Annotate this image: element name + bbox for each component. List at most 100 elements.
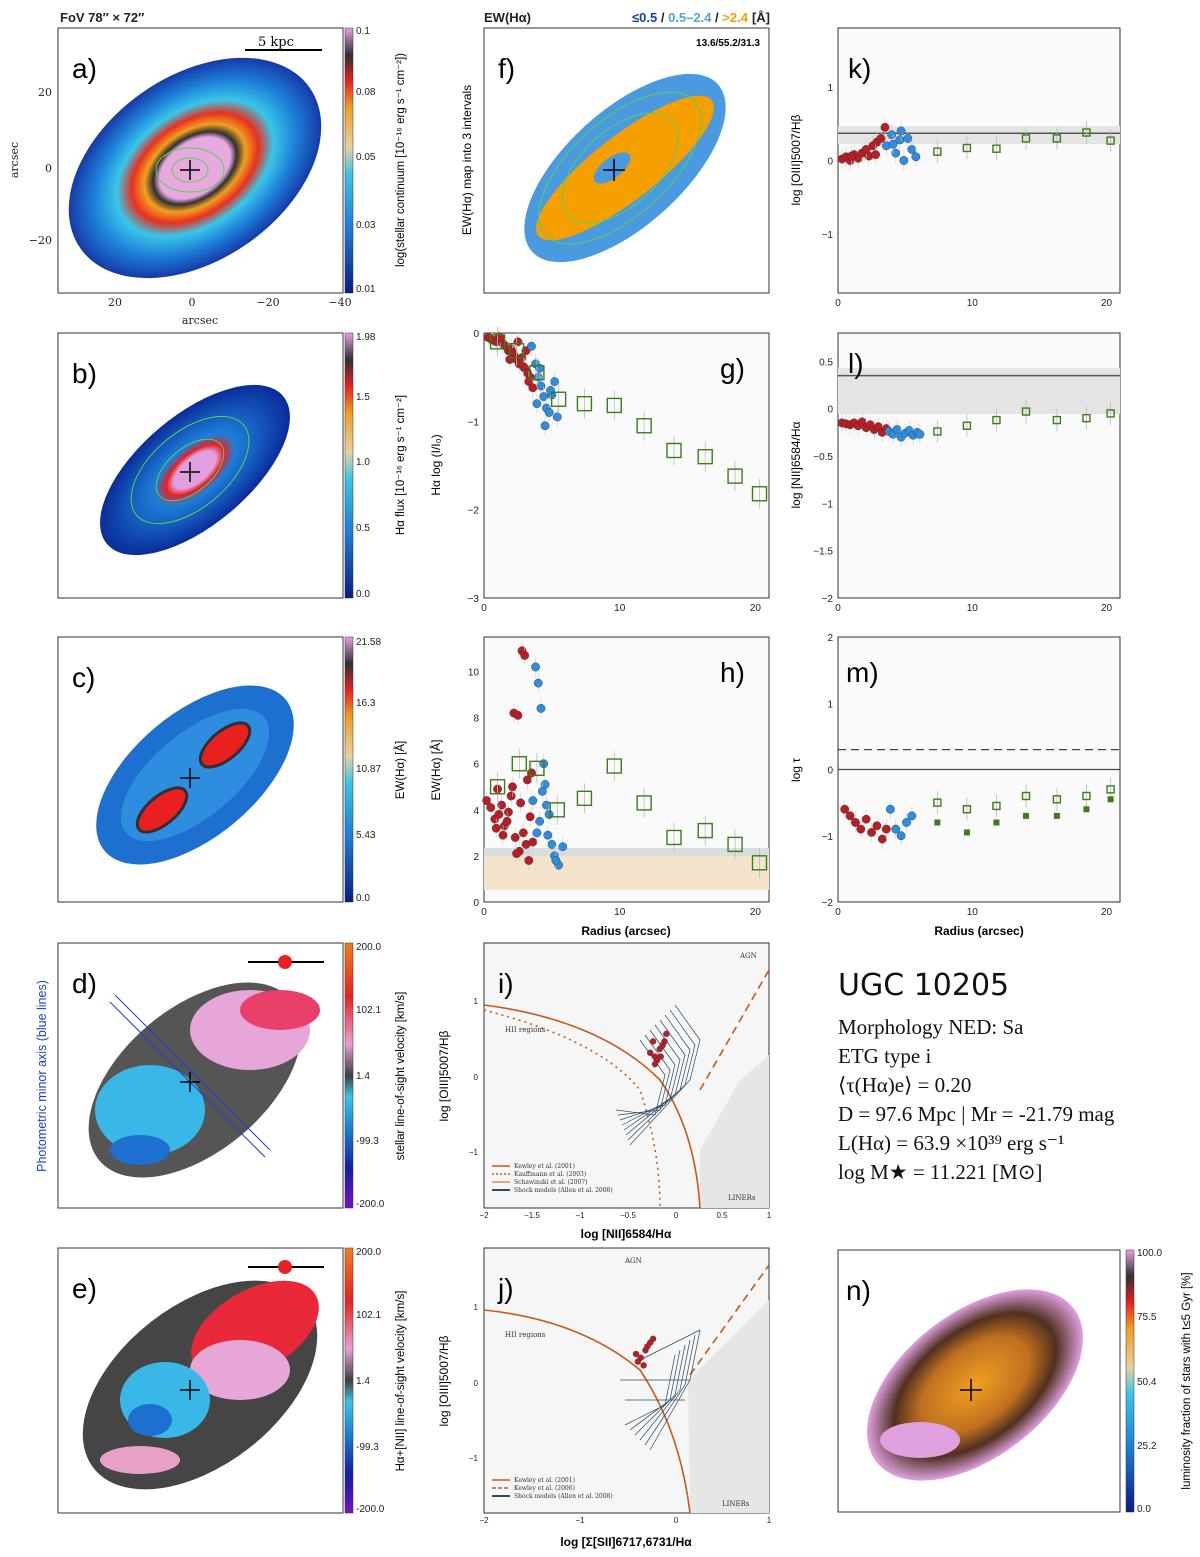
x-tick: 0 [835,907,841,918]
spaxel-point [867,828,876,837]
panel-letter-j: j) [497,1273,514,1304]
y-axis-label: EW(Hα) map into 3 intervals [460,85,474,235]
colorbar [344,1247,354,1514]
cbar-tick: 0.5 [356,523,370,534]
spaxel-point [546,386,555,395]
halpha-luminosity: L(Hα) = 63.9 ×10³⁹ erg s⁻¹ [838,1131,1065,1155]
annular-square [1082,791,1091,801]
panel-letter-m: m) [846,657,879,688]
x-axis-label: Radius (arcsec) [581,924,670,938]
isophote [155,147,225,193]
annular-filled-square [1107,796,1114,803]
y-tick: 20 [38,86,52,99]
legend-entry: Kauffmann et al. (2003) [514,1171,586,1178]
x-tick: 10 [614,603,626,614]
y-tick: 1 [474,997,479,1006]
x-tick: −2 [479,1211,489,1220]
y-tick: 8 [473,714,479,725]
spaxel-point [907,145,917,154]
cbar-tick: 75.5 [1137,1312,1157,1323]
cbar-tick: 1.4 [356,1376,370,1387]
spaxel-point [520,651,530,660]
annular-square [1052,134,1062,143]
minor-axis-label: Photometric minor axis (blue lines) [35,980,49,1172]
center-cross [180,462,200,482]
spaxel-point [644,1343,651,1350]
ew-unit: [Å] [752,10,770,25]
annular-filled-square [993,819,1000,826]
spaxel-point [915,429,925,439]
annular-square [697,448,713,465]
annular-square [576,395,593,412]
cbar-label: luminosity fraction of stars with t≤5 Gy… [1181,1272,1193,1489]
cbar-tick: 102.1 [356,1005,381,1016]
panel-letter-i: i) [498,968,514,999]
y-tick: −0.5 [813,452,833,463]
cbar-tick: -200.0 [356,1504,385,1515]
annular-square [933,798,942,807]
y-tick: 1 [474,1303,479,1312]
panel-letter-b: b) [72,358,97,389]
y-axis-label: log τ [789,758,803,782]
cbar-tick: 100.0 [1137,1248,1162,1259]
panel-c: c) 21.58 16.3 10.87 5.43 0.0 EW(Hα) [Å] [57,636,407,904]
cbar-tick: -99.3 [356,1136,379,1147]
spaxel-point [532,399,542,409]
x-tick: 20 [108,296,122,309]
cbar-tick: 10.87 [356,764,381,775]
spaxel-point [525,812,535,822]
spaxel-point [657,1053,664,1060]
spaxel-point [851,818,860,827]
annular-square [1021,407,1031,416]
annular-square [489,779,506,795]
cbar-label: stellar line-of-sight velocity [km/s] [395,992,407,1161]
y-tick: −1 [822,499,834,510]
ew-bin-sep-1: / [657,10,668,25]
spaxel-point [651,1060,659,1068]
panel-a: 5 kpc a) 20 0 −20 −40 20 0 −20 arcsec ar… [8,26,407,327]
scale-label: 5 kpc [258,35,294,50]
cbar-label: EW(Hα) [Å] [394,741,407,799]
spaxel-point [907,811,917,821]
spaxel-point [508,782,517,792]
annular-square [751,855,768,871]
x-tick: 20 [1101,298,1113,309]
annular-square [511,756,527,772]
y-tick: −2 [822,594,834,605]
cbar-tick: 1.5 [356,392,370,403]
liner-region [688,1300,769,1513]
hii-label: HII regions [505,1331,546,1339]
annular-square [992,144,1001,153]
annular-square [489,334,506,350]
galaxy-info: UGC 10205 Morphology NED: Sa ETG type i … [838,968,1198,1187]
y-axis-label: log [NII]6584/Hα [789,421,803,508]
panel-letter-h: h) [720,657,745,688]
ew-title: EW(Hα) [484,10,531,25]
annular-square [1106,136,1115,145]
spaxel-point [640,1362,647,1369]
spaxel-point [861,145,871,154]
spaxel-point [876,134,886,143]
legend-entry: Kewley et al. (2006) [514,1485,575,1492]
center-cross [960,1379,982,1401]
x-tick: 1 [767,1211,772,1220]
liner-label: LINERs [722,1500,750,1508]
cbar-tick: 0.0 [356,893,370,904]
panel-l: 0 10 20 0.5 0 −0.5 −1 −1.5 −2 l) log [NII]6584/H… [789,332,1121,614]
annular-filled-square [1023,812,1029,819]
x-tick: 10 [967,298,979,309]
cbar-tick: 21.58 [356,637,381,648]
annular-square [1106,785,1115,794]
cbar-tick: 1.98 [356,332,376,343]
redshifted-side [190,1340,290,1400]
panel-letter-l: l) [848,348,864,379]
plot-j-marks [632,1335,657,1369]
kewley-2001-line [483,1004,701,1209]
cbar-tick: 0.03 [356,220,376,231]
kauffmann-2003-line [483,1009,661,1209]
spaxel-point [877,834,887,844]
x-tick: 0.5 [716,1211,728,1220]
cbar-tick: 0.01 [356,284,376,295]
